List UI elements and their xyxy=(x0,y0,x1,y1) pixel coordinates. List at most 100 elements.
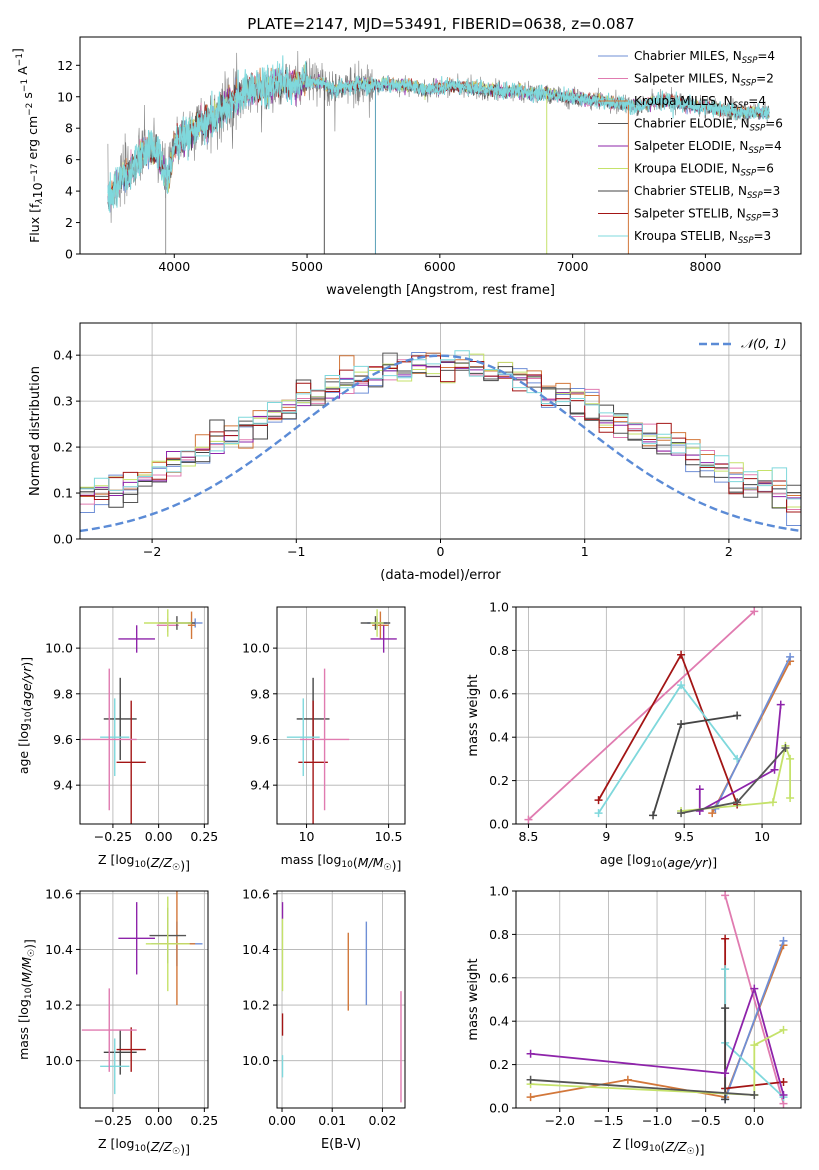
x-tick-label: 9 xyxy=(602,829,610,844)
weight-marker xyxy=(677,720,686,729)
y-tick-label: 12 xyxy=(57,58,73,73)
weight-vs-age-ylabel: mass weight xyxy=(466,674,481,756)
y-tick-label: 0.6 xyxy=(489,686,509,701)
x-tick-label: 4000 xyxy=(158,259,190,274)
weight-line xyxy=(527,610,755,821)
y-tick-label: 9.6 xyxy=(53,732,73,747)
weight-line xyxy=(530,1029,784,1096)
x-tick-label: 0.25 xyxy=(190,1113,218,1128)
x-tick-label: 0.00 xyxy=(145,829,173,844)
y-tick-label: 10.6 xyxy=(242,886,270,901)
weight-marker xyxy=(776,700,785,709)
legend-label: Chabrier STELIB, NSSP=3 xyxy=(634,184,780,201)
weight-marker xyxy=(649,811,658,820)
x-tick-label: 7000 xyxy=(557,259,589,274)
age-vs-Z-plot-area xyxy=(81,609,203,824)
age-vs-Z-xlabel: Z [log10(Z/Z☉)] xyxy=(98,852,190,873)
mass-vs-EBV-xlabel: E(B-V) xyxy=(321,1137,361,1152)
weight-vs-Z-ylabel: mass weight xyxy=(466,958,481,1040)
mass-vs-Z-plot-area xyxy=(81,891,203,1095)
x-tick-label: 8.5 xyxy=(519,829,539,844)
x-tick-label: 2 xyxy=(725,544,733,559)
weight-line xyxy=(714,656,791,810)
weight-marker xyxy=(779,936,788,945)
x-tick-label: −2.0 xyxy=(545,1113,575,1128)
weight-marker xyxy=(721,1004,730,1013)
weight-marker xyxy=(526,1093,535,1102)
residual-ylabel: Normed distribution xyxy=(28,366,43,496)
y-tick-label: 4 xyxy=(65,184,73,199)
x-tick-label: 6000 xyxy=(424,259,456,274)
weight-marker xyxy=(721,934,730,943)
mass-vs-EBV-plot-area xyxy=(281,902,402,1103)
y-tick-label: 0.8 xyxy=(489,643,509,658)
axes-frame xyxy=(79,606,209,825)
weight-line xyxy=(530,1078,755,1096)
weight-vs-age: 8.5 9 9.5 10 0.0 0.2 0.4 0.6 0.8 1.0 age [log10(ag… xyxy=(466,600,802,870)
legend-label: Kroupa STELIB, NSSP=3 xyxy=(634,229,771,246)
age-vs-mass-plot-area xyxy=(286,609,397,824)
weight-marker xyxy=(721,1069,730,1078)
mass-vs-Z-ylabel: mass [log10(M/M☉)] xyxy=(16,939,37,1060)
y-tick-label: 10.4 xyxy=(45,942,73,957)
y-tick-label: 10.0 xyxy=(242,1053,270,1068)
weight-marker xyxy=(768,798,777,807)
spectrum-ylabel: Flux [fλ10−17 erg cm−2 s−1 A−1] xyxy=(10,48,45,243)
spectrum-xlabel: wavelength [Angstrom, rest frame] xyxy=(326,283,555,298)
y-tick-label: 0.4 xyxy=(53,348,73,363)
weight-line xyxy=(724,940,785,1100)
weight-marker xyxy=(721,965,730,974)
age-vs-mass: 10 10.5 9.4 9.6 9.8 10.0 mass [log10(M/M☉)] xyxy=(242,606,406,873)
weight-marker xyxy=(677,681,686,690)
weight-marker xyxy=(750,607,759,616)
axes-frame xyxy=(276,606,406,825)
weight-marker xyxy=(695,785,704,794)
y-tick-label: 10.2 xyxy=(242,998,270,1013)
y-tick-label: 9.8 xyxy=(53,686,73,701)
y-tick-label: 0.6 xyxy=(489,970,509,985)
weight-marker xyxy=(750,1090,759,1099)
y-tick-label: 10.0 xyxy=(242,641,270,656)
residual-xlabel: (data-model)/error xyxy=(380,568,501,583)
legend-label: Salpeter STELIB, NSSP=3 xyxy=(634,207,779,224)
axes-frame xyxy=(79,890,209,1109)
y-tick-label: 9.8 xyxy=(250,686,270,701)
x-tick-label: −0.25 xyxy=(94,1113,132,1128)
axes-frame xyxy=(79,36,802,255)
legend-label: Chabrier ELODIE, NSSP=6 xyxy=(634,117,783,134)
model-spectrum-line xyxy=(107,55,770,213)
weight-marker xyxy=(524,815,533,824)
x-tick-label: −1.5 xyxy=(593,1113,623,1128)
weight-marker xyxy=(708,809,717,818)
y-tick-label: 0 xyxy=(65,247,73,262)
legend-label: Chabrier MILES, NSSP=4 xyxy=(634,49,775,66)
y-tick-label: 10 xyxy=(57,89,73,104)
y-tick-label: 0.0 xyxy=(53,532,73,547)
x-tick-label: −0.25 xyxy=(94,829,132,844)
y-tick-label: 0.2 xyxy=(489,773,509,788)
weight-marker xyxy=(733,711,742,720)
y-tick-label: 0.3 xyxy=(53,394,73,409)
age-vs-Z: −0.25 0.00 0.25 9.4 9.6 9.8 10.0 Z [log10(Z/Z☉)… xyxy=(16,606,218,873)
y-tick-label: 9.6 xyxy=(250,732,270,747)
y-tick-label: 0.1 xyxy=(53,486,73,501)
weight-marker xyxy=(786,652,795,661)
weight-marker xyxy=(677,650,686,659)
weight-marker xyxy=(786,793,795,802)
y-tick-label: 0.0 xyxy=(489,817,509,832)
y-tick-label: 10.2 xyxy=(45,998,73,1013)
weight-marker xyxy=(779,1090,788,1099)
y-tick-label: 10.4 xyxy=(242,942,270,957)
y-tick-label: 0.2 xyxy=(489,1057,509,1072)
x-tick-label: 8000 xyxy=(689,259,721,274)
weight-line xyxy=(530,985,785,1096)
y-tick-label: 2 xyxy=(65,215,73,230)
x-tick-label: −1 xyxy=(287,544,305,559)
weight-marker xyxy=(733,754,742,763)
weight-vs-Z-plot-area xyxy=(526,891,788,1108)
y-tick-label: 8 xyxy=(65,121,73,136)
weight-line xyxy=(652,714,738,816)
weight-line xyxy=(698,704,782,813)
mass-vs-Z-xlabel: Z [log10(Z/Z☉)] xyxy=(98,1136,190,1157)
